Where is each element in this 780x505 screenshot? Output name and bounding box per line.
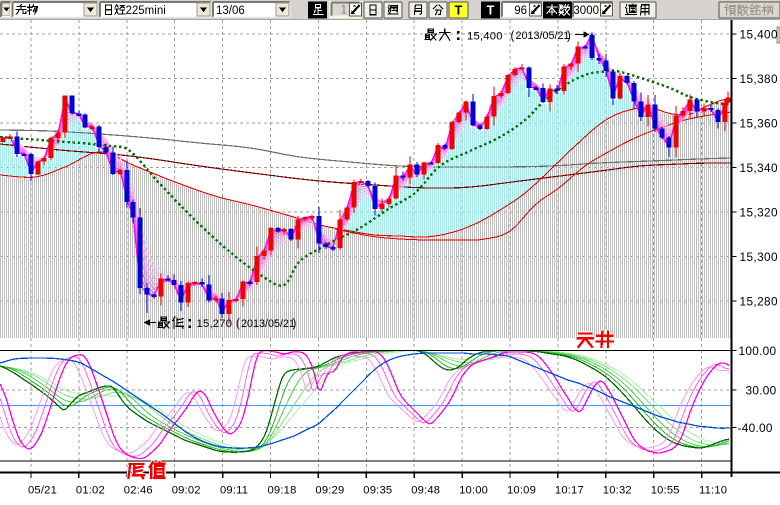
svg-text:09:35: 09:35 bbox=[363, 485, 392, 497]
svg-text:10:55: 10:55 bbox=[651, 485, 680, 497]
svg-text:): ) bbox=[567, 31, 571, 43]
svg-text:15,400: 15,400 bbox=[740, 27, 779, 41]
svg-text:10:32: 10:32 bbox=[603, 485, 632, 497]
svg-text:100.00: 100.00 bbox=[739, 344, 777, 358]
svg-text:15,340: 15,340 bbox=[740, 161, 779, 175]
svg-text:2013/05/21: 2013/05/21 bbox=[241, 318, 295, 330]
svg-text:15,400: 15,400 bbox=[467, 31, 503, 43]
svg-text:2013/05/21: 2013/05/21 bbox=[516, 30, 570, 42]
svg-text:09:48: 09:48 bbox=[411, 485, 440, 497]
svg-text:09:02: 09:02 bbox=[172, 485, 201, 497]
svg-text:05/21: 05/21 bbox=[28, 485, 57, 497]
svg-text:09:18: 09:18 bbox=[268, 485, 297, 497]
svg-text:T: T bbox=[487, 4, 495, 18]
svg-text:(: ( bbox=[511, 31, 515, 43]
svg-text:15,280: 15,280 bbox=[740, 294, 779, 308]
svg-text:15,320: 15,320 bbox=[740, 205, 779, 219]
svg-text:15,300: 15,300 bbox=[740, 250, 779, 264]
svg-text:09:29: 09:29 bbox=[315, 485, 344, 497]
svg-text:10:09: 10:09 bbox=[507, 485, 536, 497]
svg-text:96: 96 bbox=[514, 5, 527, 17]
svg-text:30.00: 30.00 bbox=[746, 383, 777, 397]
svg-text:15,270: 15,270 bbox=[197, 318, 233, 330]
svg-text:11:10: 11:10 bbox=[699, 485, 727, 497]
svg-text:3000: 3000 bbox=[573, 5, 599, 17]
svg-text:01:02: 01:02 bbox=[76, 485, 105, 497]
svg-text:(: ( bbox=[236, 318, 240, 330]
svg-text:225mini: 225mini bbox=[126, 5, 166, 17]
svg-text:02:46: 02:46 bbox=[124, 485, 153, 497]
svg-text:10:17: 10:17 bbox=[555, 485, 584, 497]
svg-text:15,380: 15,380 bbox=[740, 72, 779, 86]
svg-text:15,360: 15,360 bbox=[740, 116, 779, 130]
svg-text:13/06: 13/06 bbox=[216, 5, 245, 17]
svg-text:10:00: 10:00 bbox=[459, 485, 488, 497]
svg-text:): ) bbox=[293, 318, 297, 330]
svg-text:09:11: 09:11 bbox=[220, 485, 248, 497]
svg-text:T: T bbox=[455, 4, 463, 18]
svg-text:1: 1 bbox=[341, 5, 347, 17]
svg-text:-40.00: -40.00 bbox=[738, 421, 773, 435]
